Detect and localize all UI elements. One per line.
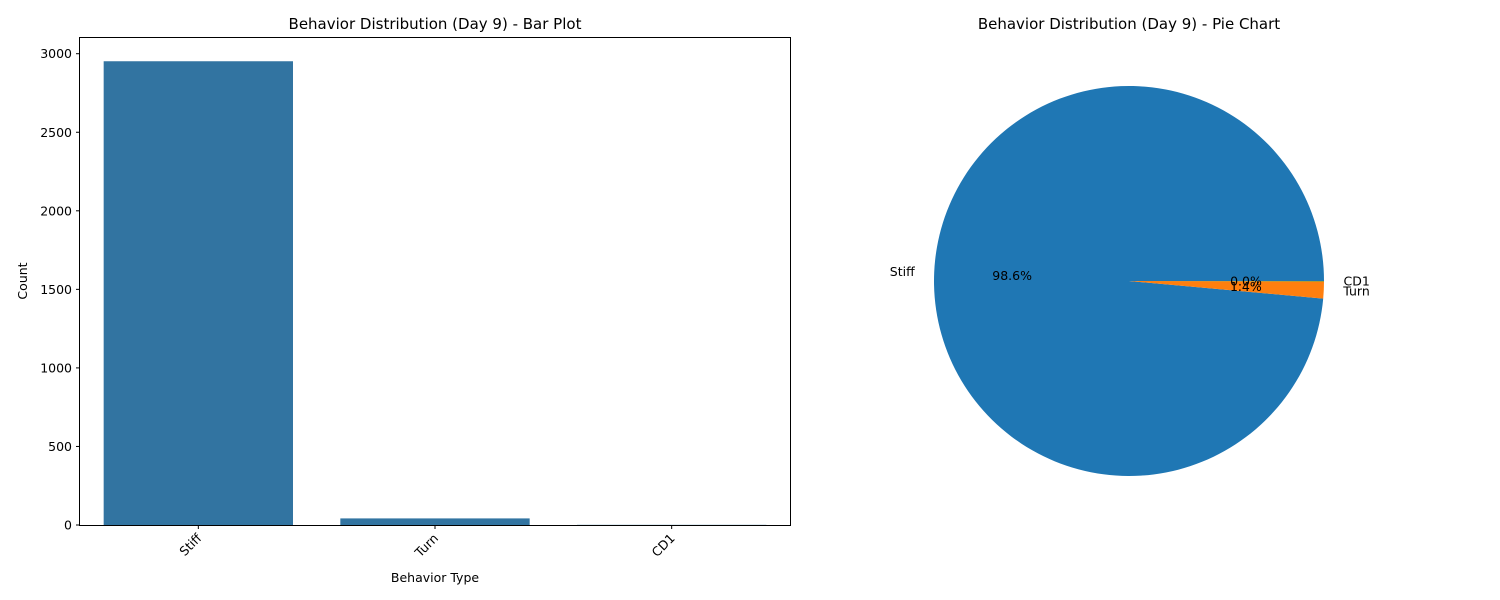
pie-percent-cd1: 0.0% bbox=[1230, 274, 1262, 289]
x-tick-label: CD1 bbox=[649, 531, 678, 560]
pie-percent-stiff: 98.6% bbox=[992, 268, 1032, 283]
bar-turn bbox=[340, 518, 530, 525]
bar-y-ticks: 0 500 1000 1500 2000 2500 3000 bbox=[40, 46, 80, 533]
y-tick-label: 1500 bbox=[40, 282, 72, 297]
pie-chart: Behavior Distribution (Day 9) - Pie Char… bbox=[890, 15, 1370, 477]
y-tick-label: 1000 bbox=[40, 360, 72, 375]
pie-chart-title: Behavior Distribution (Day 9) - Pie Char… bbox=[978, 15, 1280, 33]
bar-plot-frame bbox=[79, 37, 791, 526]
x-tick-label: Turn bbox=[411, 531, 441, 561]
pie-percent-turn: 1.4% bbox=[1230, 279, 1262, 294]
y-tick-label: 2500 bbox=[40, 125, 72, 140]
pie-label-cd1: CD1 bbox=[1343, 274, 1369, 289]
bar-x-ticks: Stiff Turn CD1 bbox=[176, 525, 678, 561]
pie-slice-turn bbox=[1129, 281, 1324, 299]
bar-marks bbox=[103, 61, 767, 525]
pie-slice-stiff bbox=[934, 86, 1324, 477]
y-tick-label: 0 bbox=[64, 518, 72, 533]
y-tick-label: 500 bbox=[48, 439, 72, 454]
pie-slices bbox=[934, 86, 1324, 477]
pie-label-turn: Turn bbox=[1342, 283, 1370, 298]
x-tick-label: Stiff bbox=[176, 530, 205, 559]
pie-label-stiff: Stiff bbox=[890, 264, 915, 279]
bar-chart: Behavior Distribution (Day 9) - Bar Plot… bbox=[15, 15, 791, 585]
y-tick-label: 3000 bbox=[40, 46, 72, 61]
bar-x-axis-label: Behavior Type bbox=[391, 570, 479, 585]
pie-labels: Stiff 98.6% Turn 1.4% CD1 0.0% bbox=[890, 264, 1370, 299]
bar-chart-title: Behavior Distribution (Day 9) - Bar Plot bbox=[289, 15, 582, 33]
bar-stiff bbox=[103, 61, 294, 525]
bar-y-axis-label: Count bbox=[15, 262, 30, 299]
y-tick-label: 2000 bbox=[40, 203, 72, 218]
